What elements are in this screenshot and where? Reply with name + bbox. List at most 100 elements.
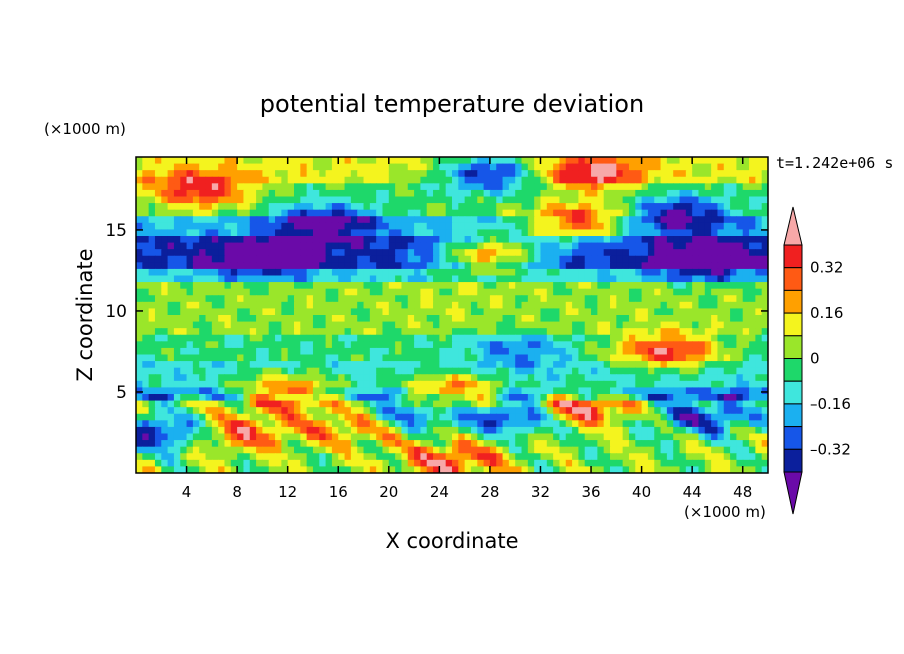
contour-cell: [268, 229, 276, 237]
contour-cell: [534, 407, 542, 415]
contour-cell: [527, 361, 535, 369]
contour-cell: [578, 209, 586, 217]
contour-cell: [654, 183, 662, 191]
contour-cell: [692, 374, 700, 382]
contour-cell: [452, 367, 459, 375]
contour-cell: [376, 407, 384, 415]
contour-cell: [256, 183, 263, 191]
contour-cell: [578, 446, 586, 454]
contour-cell: [376, 387, 384, 395]
contour-cell: [376, 282, 384, 290]
contour-cell: [243, 170, 251, 178]
contour-cell: [357, 176, 365, 184]
contour-cell: [136, 196, 143, 204]
contour-cell: [433, 295, 440, 303]
contour-cell: [470, 400, 478, 408]
contour-cell: [407, 380, 415, 389]
contour-cell: [230, 222, 238, 231]
contour-cell: [148, 262, 156, 270]
contour-cell: [755, 367, 763, 375]
contour-cell: [635, 433, 643, 441]
contour-cell: [470, 354, 478, 362]
contour-cell: [730, 170, 737, 178]
contour-cell: [192, 249, 200, 257]
contour-cell: [666, 420, 674, 428]
contour-cell: [610, 249, 617, 257]
contour-cell: [572, 367, 579, 375]
contour-cell: [610, 275, 617, 283]
contour-cell: [439, 440, 447, 448]
contour-cell: [388, 203, 396, 211]
contour-cell: [433, 407, 440, 415]
contour-cell: [148, 453, 156, 461]
contour-cell: [603, 157, 611, 165]
contour-cell: [237, 163, 245, 171]
contour-cell: [685, 295, 693, 303]
contour-cell: [325, 315, 333, 323]
contour-cell: [230, 242, 238, 250]
contour-cell: [382, 222, 390, 231]
contour-cell: [173, 183, 181, 191]
contour-cell: [382, 459, 390, 468]
contour-cell: [685, 209, 693, 217]
contour-cell: [224, 446, 232, 454]
contour-cell: [420, 466, 428, 473]
contour-cell: [483, 440, 491, 448]
contour-cell: [287, 453, 295, 461]
contour-cell: [610, 308, 617, 316]
contour-cell: [357, 420, 365, 428]
contour-cell: [540, 400, 548, 408]
contour-cell: [666, 249, 674, 257]
contour-cell: [268, 209, 276, 217]
contour-cell: [262, 170, 270, 178]
contour-cell: [192, 183, 200, 191]
contour-cell: [673, 315, 681, 323]
contour-cell: [344, 394, 352, 402]
contour-cell: [610, 367, 617, 375]
contour-cell: [275, 176, 282, 184]
contour-cell: [439, 170, 447, 178]
contour-cell: [508, 380, 516, 389]
contour-cell: [502, 196, 510, 204]
contour-cell: [338, 413, 346, 421]
contour-cell: [148, 301, 156, 310]
contour-cell: [470, 394, 478, 402]
contour-cell: [502, 288, 510, 296]
contour-cell: [628, 334, 636, 342]
contour-cell: [736, 446, 744, 454]
contour-cell: [433, 229, 440, 237]
contour-cell: [180, 216, 188, 224]
contour-cell: [489, 413, 497, 421]
contour-cell: [249, 407, 257, 415]
contour-cell: [275, 282, 282, 290]
contour-cell: [654, 453, 662, 461]
contour-cell: [420, 308, 428, 316]
contour-cell: [173, 361, 181, 369]
contour-cell: [628, 354, 636, 362]
contour-cell: [534, 315, 542, 323]
contour-cell: [192, 380, 200, 389]
contour-cell: [300, 242, 308, 250]
contour-cell: [565, 288, 573, 296]
contour-cell: [559, 453, 567, 461]
contour-cell: [685, 426, 693, 435]
contour-cell: [363, 196, 371, 204]
contour-cell: [300, 308, 308, 316]
contour-cell: [388, 268, 396, 277]
contour-cell: [173, 249, 181, 257]
contour-cell: [426, 157, 434, 165]
contour-cell: [559, 394, 567, 402]
contour-cell: [742, 347, 750, 356]
contour-cell: [464, 440, 472, 448]
contour-cell: [211, 209, 219, 217]
contour-cell: [331, 183, 339, 191]
contour-cell: [635, 394, 643, 402]
contour-cell: [679, 413, 687, 421]
contour-cell: [654, 216, 662, 224]
contour-cell: [357, 275, 365, 283]
contour-cell: [572, 216, 579, 224]
contour-cell: [407, 367, 415, 375]
contour-cell: [610, 157, 617, 165]
contour-cell: [433, 196, 440, 204]
contour-cell: [470, 341, 478, 349]
